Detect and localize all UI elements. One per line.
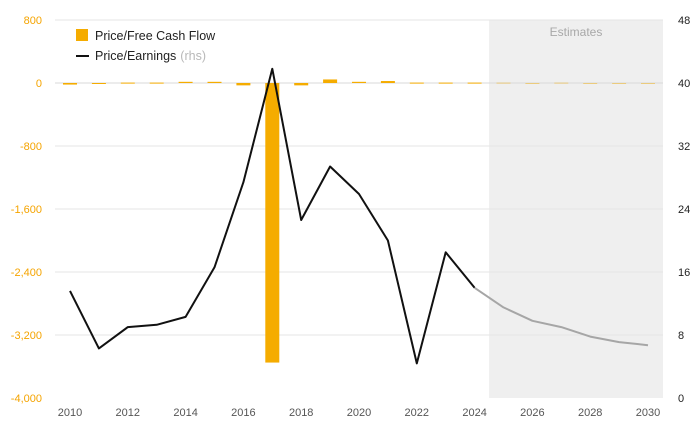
left-tick-label: 0 (36, 78, 42, 90)
left-tick-label: 800 (24, 15, 42, 27)
x-tick-label: 2016 (231, 407, 255, 419)
bar-2020 (352, 81, 366, 83)
bar-2013 (149, 82, 164, 84)
line-price-earnings-estimate (474, 286, 649, 347)
bar-2027 (554, 82, 569, 84)
bar-2024 (467, 82, 482, 84)
x-tick-label: 2030 (636, 407, 660, 419)
bar-2023 (438, 82, 453, 84)
right-tick-label: 0 (678, 393, 684, 405)
x-tick-label: 2014 (173, 407, 197, 419)
right-axis-ticks: 48 40 32 24 16 8 0 (678, 15, 690, 405)
bar-2028 (583, 83, 598, 84)
bar-2029 (612, 83, 627, 84)
right-tick-label: 32 (678, 141, 690, 153)
legend-label-line-suffix: (rhs) (180, 49, 206, 63)
x-tick-label: 2028 (578, 407, 602, 419)
right-tick-label: 40 (678, 78, 690, 90)
bar-2015 (207, 81, 222, 83)
legend-label-line: Price/Earnings (rhs) (95, 49, 206, 63)
bar-2019 (323, 79, 338, 83)
bar-2010 (63, 83, 77, 85)
legend-label-bar: Price/Free Cash Flow (95, 29, 216, 43)
legend-label-line-name: Price/Earnings (95, 49, 176, 63)
legend: Price/Free Cash Flow Price/Earnings (rhs) (76, 29, 216, 63)
x-tick-label: 2024 (462, 407, 486, 419)
x-tick-label: 2010 (58, 407, 82, 419)
right-tick-label: 8 (678, 330, 684, 342)
x-tick-label: 2018 (289, 407, 313, 419)
left-axis-ticks: 800 0 -800 -1,600 -2,400 -3,200 -4,000 (11, 15, 42, 405)
bar-2022 (409, 82, 424, 84)
bar-2030 (641, 83, 655, 84)
left-tick-label: -3,200 (11, 330, 42, 342)
left-tick-label: -4,000 (11, 393, 42, 405)
left-tick-label: -1,600 (11, 204, 42, 216)
line-price-earnings-actual (69, 67, 476, 365)
line-series (69, 67, 649, 365)
bar-series (63, 79, 655, 363)
right-tick-label: 48 (678, 15, 690, 27)
x-axis-ticks: 2010 2012 2014 2016 2018 2020 2022 2024 2026 2028… (58, 407, 660, 419)
bar-2017 (265, 83, 280, 363)
x-tick-label: 2012 (116, 407, 140, 419)
x-tick-label: 2020 (347, 407, 371, 419)
bar-2012 (120, 82, 135, 84)
bar-2011 (91, 83, 106, 84)
bar-2026 (525, 83, 540, 84)
bar-2025 (496, 82, 511, 84)
bar-2021 (380, 81, 395, 83)
x-tick-label: 2022 (405, 407, 429, 419)
bar-2016 (236, 83, 251, 86)
bar-2014 (178, 81, 193, 83)
right-tick-label: 24 (678, 204, 690, 216)
left-tick-label: -2,400 (11, 267, 42, 279)
right-tick-label: 16 (678, 267, 690, 279)
left-tick-label: -800 (20, 141, 42, 153)
legend-swatch-bar (76, 29, 88, 41)
x-tick-label: 2026 (520, 407, 544, 419)
bar-2018 (294, 83, 309, 86)
estimates-label: Estimates (550, 25, 603, 39)
